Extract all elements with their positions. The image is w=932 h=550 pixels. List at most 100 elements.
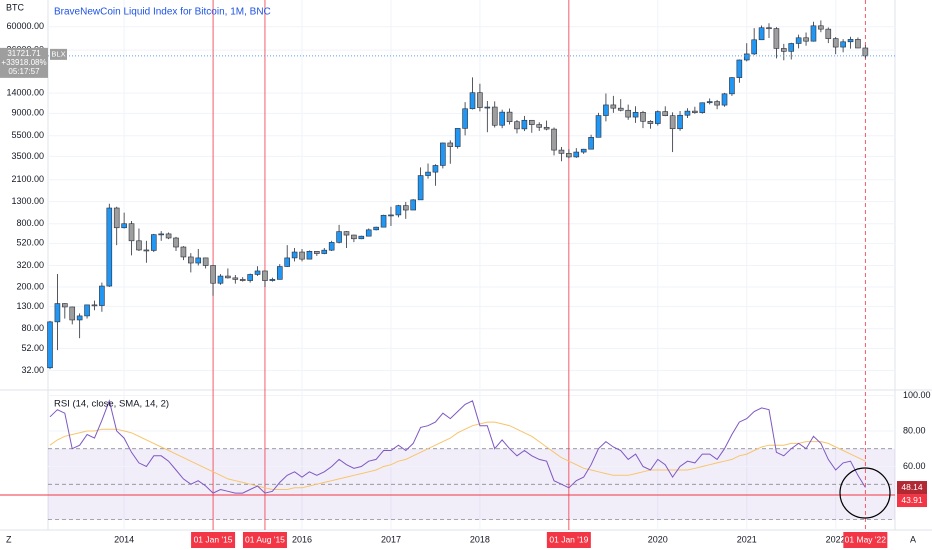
candle-body bbox=[655, 111, 661, 124]
y-tick-label: 320.00 bbox=[16, 260, 44, 270]
candle-body bbox=[588, 137, 594, 150]
candle-body bbox=[506, 111, 513, 123]
candle-body bbox=[477, 92, 483, 108]
candle-body bbox=[402, 205, 409, 211]
candle-body bbox=[232, 277, 239, 280]
candle-body bbox=[640, 112, 646, 122]
candle-body bbox=[380, 214, 387, 228]
candle-body bbox=[803, 37, 809, 42]
candle-body bbox=[373, 226, 379, 231]
y-tick-label: 520.00 bbox=[16, 238, 44, 248]
candle-body bbox=[603, 104, 609, 116]
candle-body bbox=[514, 121, 520, 130]
candle-body bbox=[729, 77, 735, 95]
candle-body bbox=[491, 106, 498, 126]
candle-body bbox=[521, 119, 528, 130]
unit-label: BTC bbox=[6, 2, 25, 12]
candle-body bbox=[625, 109, 631, 118]
candle-body bbox=[566, 153, 572, 158]
candle-body bbox=[677, 114, 683, 130]
date-marker-label: 01 Aug '15 bbox=[245, 534, 285, 544]
candle-body bbox=[262, 270, 268, 281]
candle-body bbox=[551, 128, 557, 151]
candle-body bbox=[832, 38, 839, 48]
candle-body bbox=[210, 265, 216, 284]
candle-body bbox=[484, 106, 491, 109]
candle-body bbox=[136, 240, 142, 251]
candle-body bbox=[684, 110, 691, 116]
y-tick-label: 60000.00 bbox=[6, 21, 44, 31]
candle-body bbox=[736, 59, 743, 78]
annotation-circle bbox=[839, 467, 891, 519]
symbol-tag: BLX bbox=[51, 49, 65, 58]
candle-body bbox=[432, 165, 439, 173]
candle-body bbox=[336, 231, 342, 243]
x-tick-label: 2018 bbox=[470, 534, 490, 544]
candle-body bbox=[365, 229, 372, 237]
series-line bbox=[49, 421, 866, 490]
date-marker-box bbox=[242, 532, 287, 548]
hline-label: 43.91 bbox=[901, 495, 923, 505]
candle-body bbox=[766, 27, 772, 30]
candle-body bbox=[714, 101, 720, 106]
x-tick-label: 2020 bbox=[648, 534, 668, 544]
candle-body bbox=[99, 285, 105, 306]
candle-body bbox=[351, 234, 357, 240]
candle-body bbox=[128, 223, 135, 242]
symbol-tag-box bbox=[50, 48, 67, 60]
y-tick-label: 9000.00 bbox=[11, 108, 44, 118]
y-tick-label: 200.00 bbox=[16, 281, 44, 291]
candle-body bbox=[773, 28, 780, 49]
candle-body bbox=[299, 251, 305, 260]
candle-body bbox=[173, 237, 179, 248]
candle-body bbox=[692, 110, 698, 113]
rsi-title: RSI (14, close, SMA, 14, 2) bbox=[54, 399, 169, 410]
x-tick-label: 2022 bbox=[826, 534, 846, 544]
candle-body bbox=[217, 275, 224, 284]
candle-body bbox=[595, 115, 602, 138]
y-tick-label: 32.00 bbox=[21, 365, 44, 375]
y-tick-label: 3500.00 bbox=[11, 151, 44, 161]
corner-label: A bbox=[910, 534, 916, 544]
candle-body bbox=[113, 207, 120, 229]
candle-body bbox=[239, 279, 246, 281]
candle-body bbox=[662, 111, 669, 116]
countdown: 05:17:57 bbox=[8, 67, 40, 76]
x-tick-label: 2017 bbox=[381, 534, 401, 544]
candle-body bbox=[165, 233, 172, 239]
candle-body bbox=[862, 47, 869, 57]
date-marker-box bbox=[191, 532, 236, 548]
last-price: 31721.71 bbox=[7, 49, 41, 58]
candle-body bbox=[395, 205, 402, 216]
date-marker-label: 01 May '22 bbox=[845, 534, 887, 544]
hline-label-box bbox=[897, 494, 927, 508]
candle-body bbox=[632, 112, 639, 118]
candle-body bbox=[225, 275, 231, 279]
price-change: +33918.08% bbox=[1, 58, 46, 67]
candle-body bbox=[699, 102, 706, 113]
candle-body bbox=[195, 257, 202, 264]
candle-body bbox=[758, 27, 765, 41]
labels: 60000.0036000.0014000.009000.005500.0035… bbox=[0, 21, 931, 548]
candle-body bbox=[358, 235, 365, 240]
candle-body bbox=[47, 321, 53, 369]
y-tick-label: 2100.00 bbox=[11, 174, 44, 184]
y-tick-label: 1300.00 bbox=[11, 196, 44, 206]
candle-body bbox=[573, 151, 580, 158]
candle-body bbox=[425, 171, 431, 176]
candle-body bbox=[306, 250, 313, 260]
candle-body bbox=[284, 257, 290, 267]
candle-body bbox=[669, 115, 676, 130]
date-marker-label: 01 Jan '19 bbox=[549, 534, 588, 544]
candle-body bbox=[202, 257, 209, 266]
x-tick-label: 2016 bbox=[292, 534, 312, 544]
candle-body bbox=[580, 148, 587, 153]
candle-body bbox=[417, 175, 424, 201]
candle-body bbox=[788, 43, 795, 52]
candle-body bbox=[321, 249, 328, 254]
y-tick-label: 100.00 bbox=[903, 390, 931, 400]
y-tick-label: 800.00 bbox=[16, 218, 44, 228]
candle-body bbox=[121, 223, 127, 229]
candle-body bbox=[447, 142, 454, 147]
